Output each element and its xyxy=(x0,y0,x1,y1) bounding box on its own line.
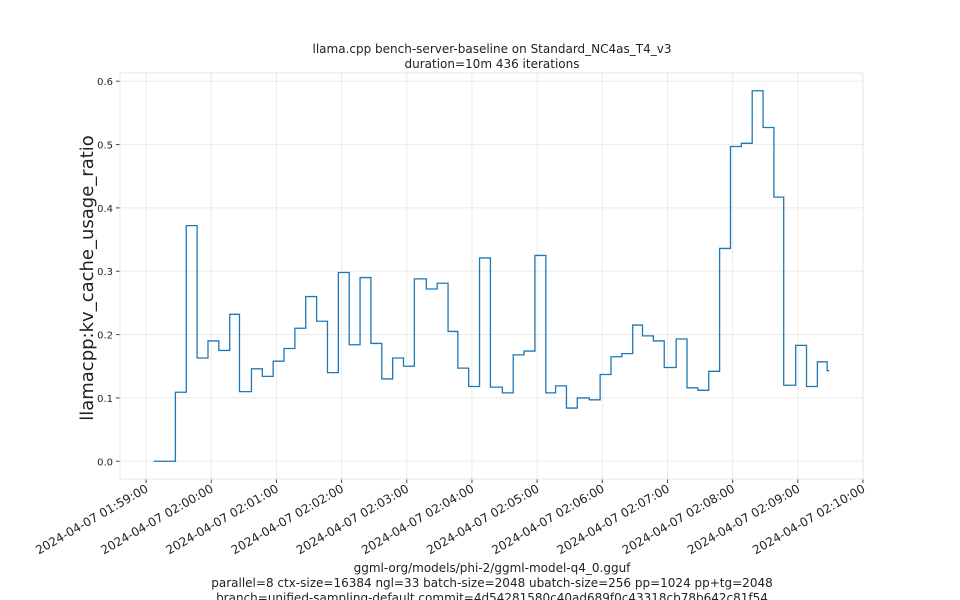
series-line xyxy=(153,90,830,462)
x-tick-label: 2024-04-07 02:04:00 xyxy=(359,481,476,557)
x-tick-label: 2024-04-07 02:02:00 xyxy=(229,481,346,557)
x-tick-label: 2024-04-07 02:10:00 xyxy=(750,481,867,557)
y-tick-label: 0.4 xyxy=(97,204,113,215)
x-tick-label: 2024-04-07 02:08:00 xyxy=(620,481,737,557)
y-tick-label: 0.0 xyxy=(97,457,113,468)
x-tick-label: 2024-04-07 02:07:00 xyxy=(555,481,672,557)
y-tick-label: 0.3 xyxy=(97,267,113,278)
y-tick-label: 0.1 xyxy=(97,394,113,405)
x-tick-label: 2024-04-07 02:03:00 xyxy=(294,481,411,557)
x-tick-label: 2024-04-07 02:09:00 xyxy=(685,481,802,557)
x-tick-label: 2024-04-07 01:59:00 xyxy=(33,481,150,557)
y-tick-label: 0.6 xyxy=(97,77,113,88)
plot-frame xyxy=(119,72,864,480)
x-tick-label: 2024-04-07 02:05:00 xyxy=(424,481,541,557)
footer-line: parallel=8 ctx-size=16384 ngl=33 batch-s… xyxy=(211,576,772,590)
y-tick-label: 0.5 xyxy=(97,141,113,152)
y-tick-label: 0.2 xyxy=(97,331,113,342)
x-tick-label: 2024-04-07 02:00:00 xyxy=(98,481,215,557)
y-axis-label: llamacpp:kv_cache_usage_ratio xyxy=(77,135,98,421)
x-tick-label: 2024-04-07 02:06:00 xyxy=(489,481,606,557)
footer-line: branch=unified-sampling-default commit=4… xyxy=(216,591,768,600)
chart-title: llama.cpp bench-server-baseline on Stand… xyxy=(313,42,672,56)
chart-subtitle: duration=10m 436 iterations xyxy=(405,57,580,71)
footer-line: ggml-org/models/phi-2/ggml-model-q4_0.gg… xyxy=(354,561,632,575)
x-tick-label: 2024-04-07 02:01:00 xyxy=(164,481,281,557)
